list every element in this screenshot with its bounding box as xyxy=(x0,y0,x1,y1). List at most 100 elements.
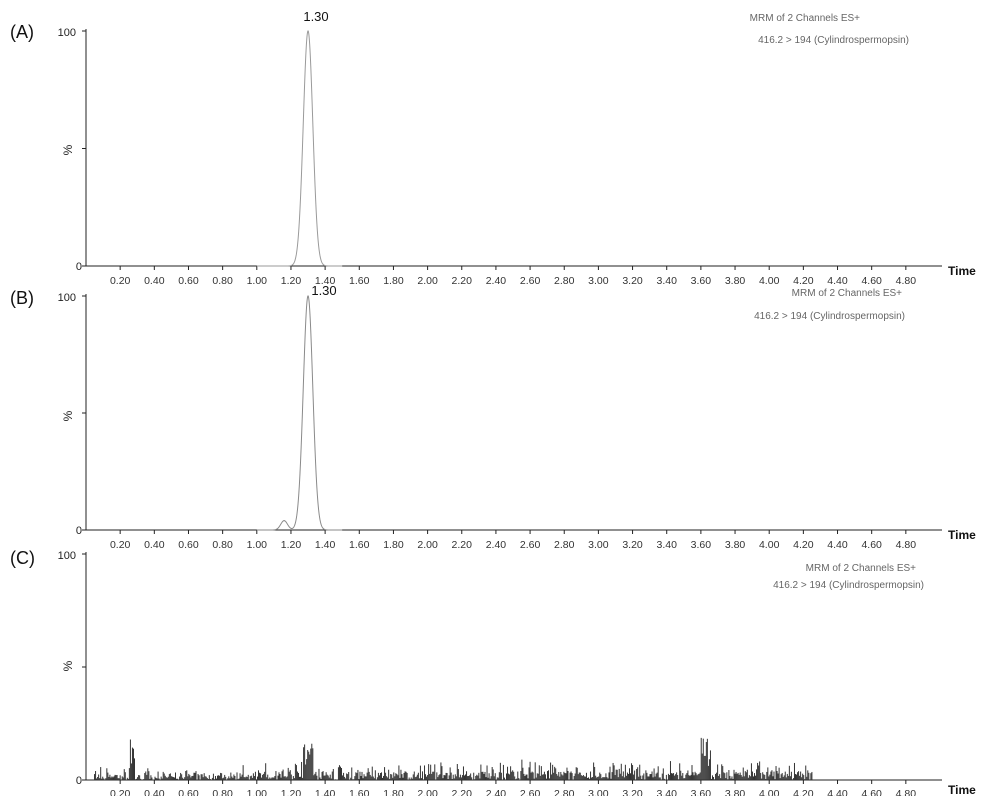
x-tick-label: 1.00 xyxy=(247,275,268,287)
x-tick-label: 2.60 xyxy=(520,788,541,796)
y-tick-label-top: 100 xyxy=(58,292,76,304)
x-tick-label: 3.80 xyxy=(725,275,746,287)
x-tick-label: 1.60 xyxy=(349,788,370,796)
x-tick-label: 3.60 xyxy=(691,539,712,551)
y-tick-label-bottom: 0 xyxy=(76,525,82,537)
peak-apex xyxy=(283,520,285,522)
chromatogram-trace xyxy=(256,30,343,267)
peak-label: 1.30 xyxy=(311,283,336,298)
plot-area: 0.20 0.40 0.60 0.80 1.00 1.20 1.40 1.60 1.80 2.00… xyxy=(82,29,942,287)
y-tick-label-bottom: 0 xyxy=(76,775,82,787)
chromatogram-panel-c: (C) 100 0 % MRM of 2 Channels ES+ 416.2 … xyxy=(10,548,976,796)
x-tick-label: 2.60 xyxy=(520,275,541,287)
x-tick-label: 1.80 xyxy=(383,788,404,796)
mrm-info-line-1: MRM of 2 Channels ES+ xyxy=(806,563,916,574)
x-tick-label: 2.20 xyxy=(452,788,473,796)
x-tick-label: 4.60 xyxy=(861,788,882,796)
y-tick-label-top: 100 xyxy=(58,27,76,39)
x-tick-label: 1.40 xyxy=(315,275,336,287)
x-tick-label: 4.40 xyxy=(827,275,848,287)
x-tick-label: 4.80 xyxy=(896,275,917,287)
x-tick-label: 3.40 xyxy=(657,539,678,551)
x-tick-label: 1.60 xyxy=(349,275,370,287)
y-tick-label-bottom: 0 xyxy=(76,261,82,273)
y-axis-label: % xyxy=(61,410,75,421)
x-tick-label: 3.80 xyxy=(725,788,746,796)
x-tick-label: 3.80 xyxy=(725,539,746,551)
x-tick-label: 4.00 xyxy=(759,788,780,796)
x-tick-label: 4.60 xyxy=(861,275,882,287)
x-tick-label: 1.20 xyxy=(281,275,302,287)
mrm-info-line-1: MRM of 2 Channels ES+ xyxy=(792,288,902,299)
x-tick-label: 0.20 xyxy=(110,539,131,551)
x-tick-label: 0.80 xyxy=(212,539,233,551)
x-tick-label: 0.40 xyxy=(144,788,165,796)
x-tick-label: 2.00 xyxy=(417,788,438,796)
x-tick-label: 4.80 xyxy=(896,539,917,551)
x-tick-label: 2.80 xyxy=(554,788,575,796)
x-tick-label: 0.80 xyxy=(212,788,233,796)
x-tick-label: 1.40 xyxy=(315,788,336,796)
peak-apex xyxy=(307,30,309,32)
x-tick-label: 0.60 xyxy=(178,275,199,287)
y-tick-label-top: 100 xyxy=(58,550,76,562)
x-tick-label: 0.40 xyxy=(144,539,165,551)
x-tick-label: 1.00 xyxy=(247,539,268,551)
x-tick-label: 0.20 xyxy=(110,275,131,287)
mrm-info-line-2: 416.2 > 194 (Cylindrospermopsin) xyxy=(754,311,905,322)
x-tick-label: 3.60 xyxy=(691,275,712,287)
x-tick-label: 3.20 xyxy=(622,539,643,551)
x-tick-label: 3.40 xyxy=(657,788,678,796)
peak-apex xyxy=(307,295,309,297)
x-tick-label: 2.20 xyxy=(452,275,473,287)
x-tick-label: 2.80 xyxy=(554,539,575,551)
peak-label: 1.30 xyxy=(303,9,328,24)
x-tick-label: 4.20 xyxy=(793,275,814,287)
x-tick-label: 2.80 xyxy=(554,275,575,287)
x-tick-label: 3.00 xyxy=(588,539,609,551)
panel-label: (C) xyxy=(10,548,35,568)
x-axis-label: Time xyxy=(948,528,976,542)
x-tick-label: 4.00 xyxy=(759,275,780,287)
x-tick-label: 2.40 xyxy=(486,275,507,287)
x-tick-label: 1.60 xyxy=(349,539,370,551)
x-tick-label: 3.00 xyxy=(588,788,609,796)
x-tick-label: 2.00 xyxy=(417,539,438,551)
panel-label: (A) xyxy=(10,22,34,42)
chromatogram-trace xyxy=(256,295,343,531)
x-tick-label: 4.40 xyxy=(827,788,848,796)
y-axis-label: % xyxy=(61,144,75,155)
x-tick-label: 3.60 xyxy=(691,788,712,796)
chromatogram-panel-a: (A) 100 0 % 1.30 MRM of 2 Channels ES+ 4… xyxy=(10,9,976,287)
x-tick-label: 4.80 xyxy=(896,788,917,796)
x-tick-label: 1.40 xyxy=(315,539,336,551)
x-tick-label: 0.80 xyxy=(212,275,233,287)
x-tick-label: 1.80 xyxy=(383,539,404,551)
x-tick-label: 4.20 xyxy=(793,539,814,551)
x-tick-label: 1.80 xyxy=(383,275,404,287)
x-tick-label: 2.00 xyxy=(417,275,438,287)
x-tick-label: 2.60 xyxy=(520,539,541,551)
x-tick-label: 2.20 xyxy=(452,539,473,551)
x-tick-label: 1.20 xyxy=(281,539,302,551)
x-tick-label: 3.20 xyxy=(622,788,643,796)
x-tick-label: 4.00 xyxy=(759,539,780,551)
chromatogram-panel-b: (B) 100 0 % 1.30 MRM of 2 Channels ES+ 4… xyxy=(10,283,976,551)
y-axis-label: % xyxy=(61,660,75,671)
x-tick-label: 0.20 xyxy=(110,788,131,796)
x-tick-label: 2.40 xyxy=(486,539,507,551)
plot-area: 0.20 0.40 0.60 0.80 1.00 1.20 1.40 1.60 1.80 2.00… xyxy=(82,552,942,796)
mrm-info-line-1: MRM of 2 Channels ES+ xyxy=(750,13,860,24)
x-tick-label: 1.00 xyxy=(247,788,268,796)
x-tick-label: 4.60 xyxy=(861,539,882,551)
x-tick-label: 3.20 xyxy=(622,275,643,287)
x-tick-label: 2.40 xyxy=(486,788,507,796)
x-axis-label: Time xyxy=(948,783,976,796)
x-tick-label: 4.40 xyxy=(827,539,848,551)
x-axis-label: Time xyxy=(948,264,976,278)
mrm-info-line-2: 416.2 > 194 (Cylindrospermopsin) xyxy=(758,35,909,46)
x-tick-label: 1.20 xyxy=(281,788,302,796)
panel-label: (B) xyxy=(10,288,34,308)
x-tick-label: 3.00 xyxy=(588,275,609,287)
x-tick-label: 3.40 xyxy=(657,275,678,287)
